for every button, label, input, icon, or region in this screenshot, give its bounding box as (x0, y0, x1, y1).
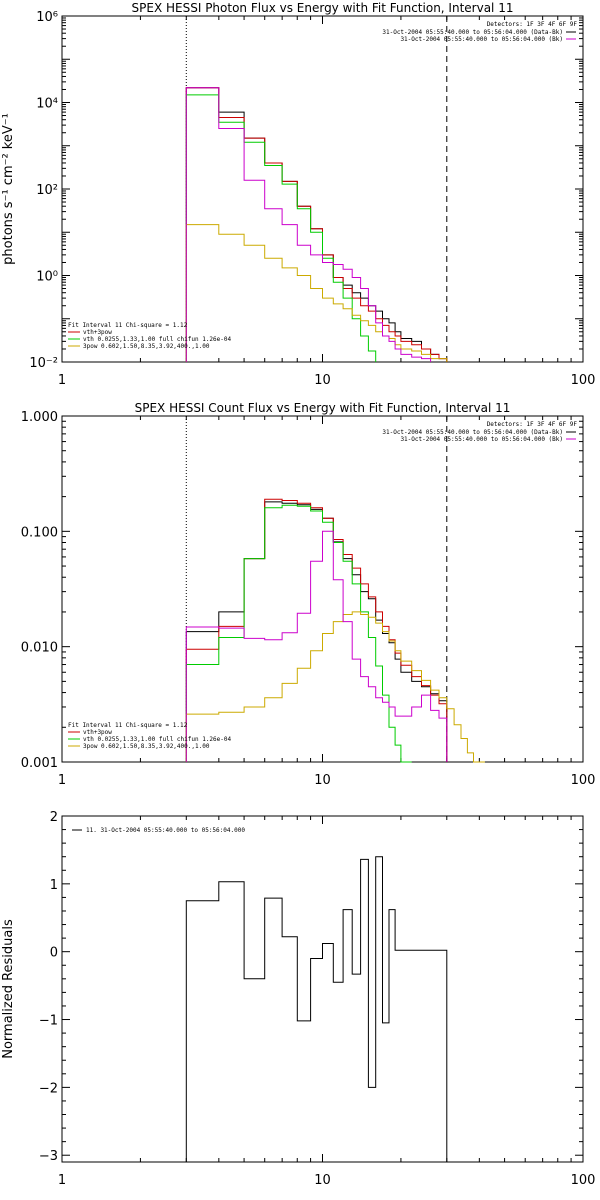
x-axis-ticks (61, 16, 572, 362)
series-line-3 (185, 611, 485, 763)
fit-legend-text: vth 0.0255,1.33,1.00 full chifun 1.26e-0… (83, 336, 231, 343)
x-tick-label: 100 (571, 373, 596, 388)
y-tick-label: 0.001 (21, 756, 58, 771)
y-axis-ticks (62, 815, 583, 1156)
series-group (185, 498, 485, 763)
y-axis-label: Normalized Residuals (1, 919, 16, 1059)
chart-title: SPEX HESSI Count Flux vs Energy with Fit… (135, 401, 511, 415)
y-tick-label: 2 (50, 810, 58, 825)
series-line-2 (185, 94, 377, 362)
y-axis-label: photons s⁻¹ cm⁻² keV⁻¹ (1, 113, 16, 265)
y-axis-ticks (62, 17, 583, 363)
residual-legend-text: 11. 31-Oct-2004 05:55:40.000 to 05:56:04… (86, 827, 245, 834)
time-legend-text: 31-Oct-2004 05:55:40.000 to 05:56:04.000… (400, 436, 563, 443)
x-tick-label: 1 (58, 1173, 66, 1188)
series-line-1 (185, 87, 448, 362)
x-tick-label: 100 (571, 1173, 596, 1188)
x-tick-label: 10 (314, 373, 331, 388)
y-tick-label: 0 (50, 946, 58, 961)
plot-frame (61, 15, 584, 363)
detectors-label: Detectors: 1F 3F 4F 6F 9F (487, 21, 578, 28)
y-tick-label: 0.100 (21, 525, 58, 540)
y-tick-label: 10² (36, 183, 58, 198)
y-tick-label: −2 (39, 1081, 58, 1096)
series-group (185, 87, 448, 362)
time-legend-text: 31-Oct-2004 05:55:40.000 to 05:56:04.000… (382, 29, 563, 36)
time-legend-text: 31-Oct-2004 05:55:40.000 to 05:56:04.000… (382, 429, 563, 436)
x-tick-label: 1 (58, 773, 66, 788)
plot-frame (61, 815, 584, 1163)
fit-legend-text: 3pow 0.602,1.50,8.35,3.92,400.,1.00 (83, 743, 210, 750)
time-legend-text: 31-Oct-2004 05:55:40.000 to 05:56:04.000… (400, 36, 563, 43)
y-tick-label: −3 (39, 1149, 58, 1164)
y-tick-label: 10⁴ (36, 97, 58, 112)
y-tick-label: 1 (50, 878, 58, 893)
fit-legend-text: vth 0.0255,1.33,1.00 full chifun 1.26e-0… (83, 736, 231, 743)
fit-legend-text: vth+3pow (83, 729, 112, 736)
photon-flux-chart: SPEX HESSI Photon Flux vs Energy with Fi… (1, 1, 596, 388)
x-axis-ticks (61, 816, 572, 1162)
y-tick-label: 0.010 (21, 641, 58, 656)
y-tick-label: 10⁶ (36, 10, 58, 25)
series-line-1 (185, 498, 448, 762)
fit-legend-header: Fit Interval 11 Chi-square = 1.12 (68, 322, 188, 329)
y-tick-label: 10⁰ (36, 270, 58, 285)
y-tick-label: 10⁻² (29, 356, 58, 371)
series-line-4 (185, 530, 448, 762)
fit-legend-text: 3pow 0.602,1.50,8.35,3.92,400.,1.00 (83, 343, 210, 350)
x-tick-label: 1 (58, 373, 66, 388)
plot-frame (61, 415, 584, 763)
series-line-4 (185, 87, 432, 362)
series-group (185, 856, 448, 1162)
series-line-2 (185, 504, 412, 763)
detectors-label: Detectors: 1F 3F 4F 6F 9F (487, 421, 578, 428)
y-axis-ticks (62, 420, 583, 763)
series-line-0 (185, 856, 448, 1162)
series-line-3 (185, 224, 448, 362)
y-tick-label: −1 (39, 1014, 58, 1029)
x-axis-ticks (61, 416, 572, 762)
fit-legend-text: vth+3pow (83, 329, 112, 336)
x-tick-label: 10 (314, 1173, 331, 1188)
fit-legend-header: Fit Interval 11 Chi-square = 1.12 (68, 722, 188, 729)
count-flux-chart: SPEX HESSI Count Flux vs Energy with Fit… (21, 401, 596, 788)
x-tick-label: 10 (314, 773, 331, 788)
series-line-0 (185, 501, 448, 762)
y-tick-label: 1.000 (21, 410, 58, 425)
residuals-chart: 1 10 100 −3 −2 −1 0 1 2 Normalized Residuals 11. 3… (1, 810, 596, 1188)
chart-title: SPEX HESSI Photon Flux vs Energy with Fi… (132, 1, 514, 15)
x-tick-label: 100 (571, 773, 596, 788)
